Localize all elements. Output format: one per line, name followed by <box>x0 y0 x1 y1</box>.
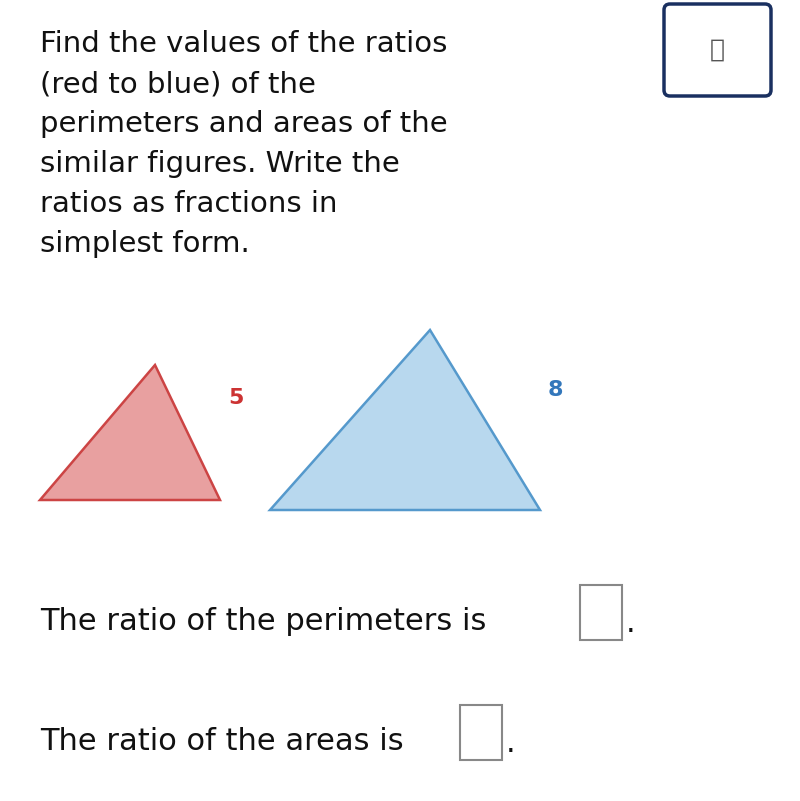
Text: .: . <box>506 729 516 758</box>
Text: The ratio of the areas is: The ratio of the areas is <box>40 727 404 756</box>
Polygon shape <box>270 330 540 510</box>
Text: 5: 5 <box>228 388 243 408</box>
Text: 🔇: 🔇 <box>710 38 725 62</box>
FancyBboxPatch shape <box>460 705 502 760</box>
Polygon shape <box>40 365 220 500</box>
FancyBboxPatch shape <box>580 585 622 640</box>
Text: Find the values of the ratios
(red to blue) of the
perimeters and areas of the
s: Find the values of the ratios (red to bl… <box>40 30 448 259</box>
Text: The ratio of the perimeters is: The ratio of the perimeters is <box>40 607 486 636</box>
Text: .: . <box>626 609 636 638</box>
Text: 8: 8 <box>548 380 563 400</box>
FancyBboxPatch shape <box>664 4 771 96</box>
